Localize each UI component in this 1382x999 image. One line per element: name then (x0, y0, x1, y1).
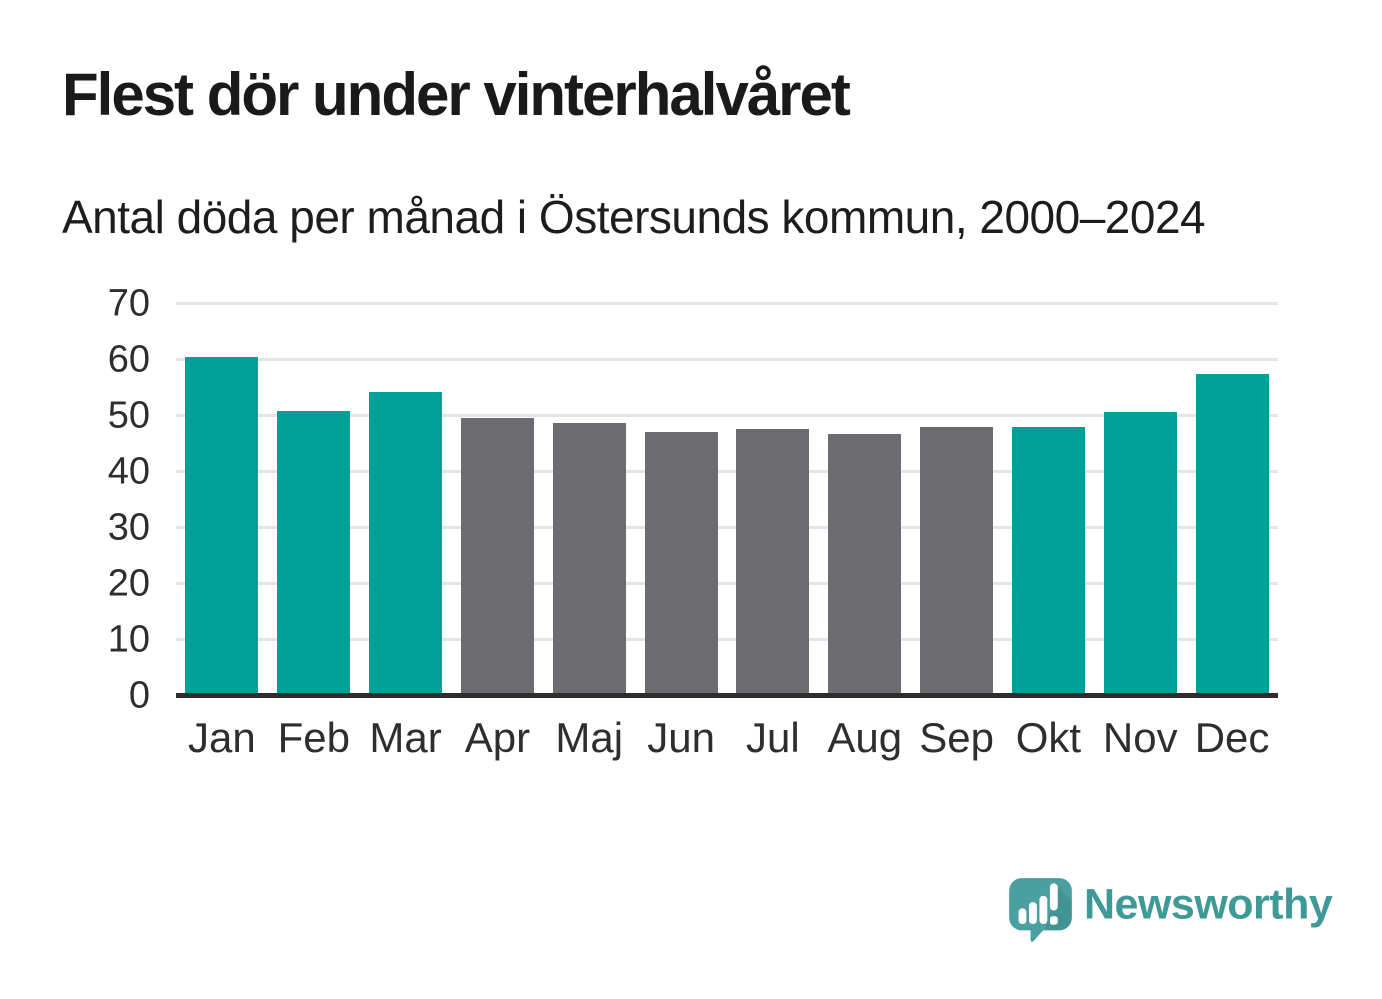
bar-mar (369, 391, 443, 696)
x-tick-label: Maj (555, 714, 624, 761)
x-axis: Jan Feb Mar Apr Maj Jun Jul Aug Sep Okt Nov Dec (176, 714, 1278, 774)
y-tick-label: 20 (107, 562, 150, 605)
x-tick-label: Okt (1015, 714, 1082, 761)
gridline (176, 358, 1278, 361)
x-tick-label: Jul (746, 714, 800, 761)
x-tick-label: Jun (647, 714, 715, 761)
x-tick-label: Nov (1102, 714, 1178, 761)
bar-apr (460, 418, 534, 696)
bar-sep (920, 427, 994, 696)
bar-jan (185, 357, 259, 696)
x-tick-label: Jan (188, 714, 256, 761)
y-tick-label: 50 (107, 394, 150, 437)
y-axis: 0 10 20 30 40 50 60 70 (0, 283, 150, 717)
gridline (176, 470, 1278, 473)
bar-nov (1103, 411, 1177, 696)
newsworthy-logo: Newsworthy (1007, 876, 1333, 946)
x-tick-label: Feb (277, 714, 350, 761)
bar-feb (277, 410, 351, 696)
bar-jun (644, 432, 718, 696)
y-tick-label: 0 (128, 674, 150, 717)
gridline (176, 526, 1278, 529)
bar-jul (736, 428, 810, 696)
x-axis-line (176, 693, 1278, 698)
y-tick-label: 40 (107, 450, 150, 493)
chart-subtitle: Antal döda per månad i Östersunds kommun… (62, 191, 1206, 243)
y-tick-label: 70 (107, 282, 150, 325)
x-tick-label: Aug (827, 714, 903, 761)
plot-area (176, 302, 1278, 698)
chart-title: Flest dör under vinterhalvåret (62, 61, 851, 128)
y-tick-label: 10 (107, 618, 150, 661)
x-tick-label: Mar (369, 714, 442, 761)
gridline (176, 302, 1278, 305)
newsworthy-wordmark: Newsworthy (1084, 880, 1333, 929)
x-tick-label: Sep (919, 714, 994, 761)
y-tick-label: 30 (107, 506, 150, 549)
gridline (176, 638, 1278, 641)
gridline (176, 414, 1278, 417)
bar-dec (1195, 374, 1269, 696)
gridline (176, 582, 1278, 585)
x-tick-label: Dec (1194, 714, 1270, 761)
x-tick-label: Apr (464, 714, 531, 761)
bar-aug (828, 433, 902, 696)
speech-bubble-bar-chart-icon (1007, 876, 1074, 946)
bar-maj (552, 422, 626, 696)
y-tick-label: 60 (107, 338, 150, 381)
bar-okt (1011, 427, 1085, 696)
